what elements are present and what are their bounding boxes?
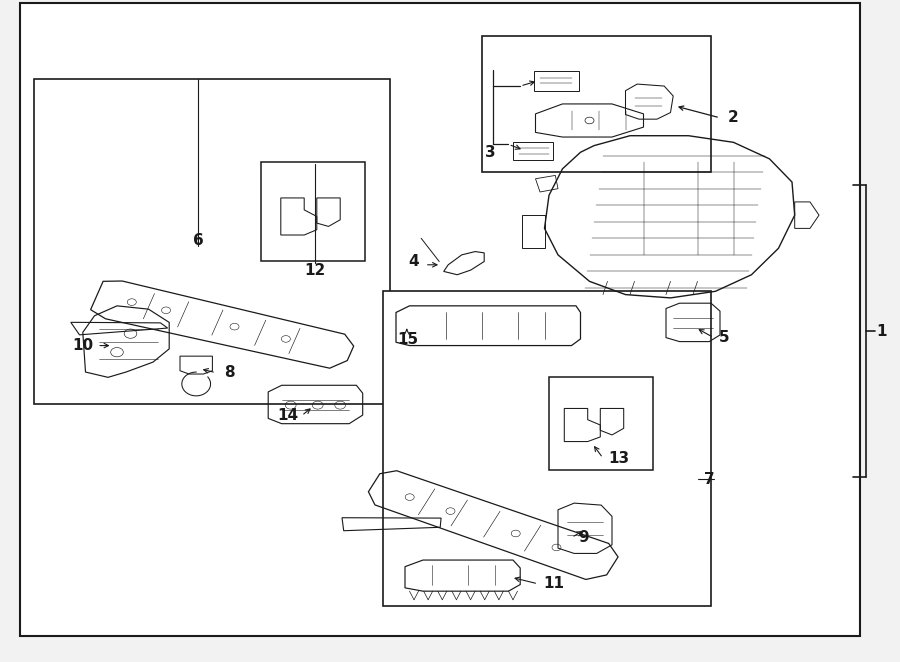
Text: 14: 14 [277,408,299,423]
Text: 5: 5 [719,330,730,345]
Bar [549,377,652,470]
Text: 11: 11 [543,577,564,591]
Text: 15: 15 [397,332,418,347]
Text: 13: 13 [608,451,630,465]
Text: 9: 9 [578,530,589,545]
Text: 7: 7 [704,472,715,487]
Bar [261,162,365,261]
Bar [34,79,390,404]
Text: 2: 2 [728,111,739,125]
Text: 4: 4 [409,254,419,269]
Text: 6: 6 [193,233,203,248]
Bar [482,36,711,172]
Text: 10: 10 [72,338,94,353]
Bar [382,291,711,606]
Text: 3: 3 [485,145,496,160]
Text: 1: 1 [877,324,887,338]
Text: 12: 12 [304,263,326,277]
Text: 8: 8 [224,365,235,380]
